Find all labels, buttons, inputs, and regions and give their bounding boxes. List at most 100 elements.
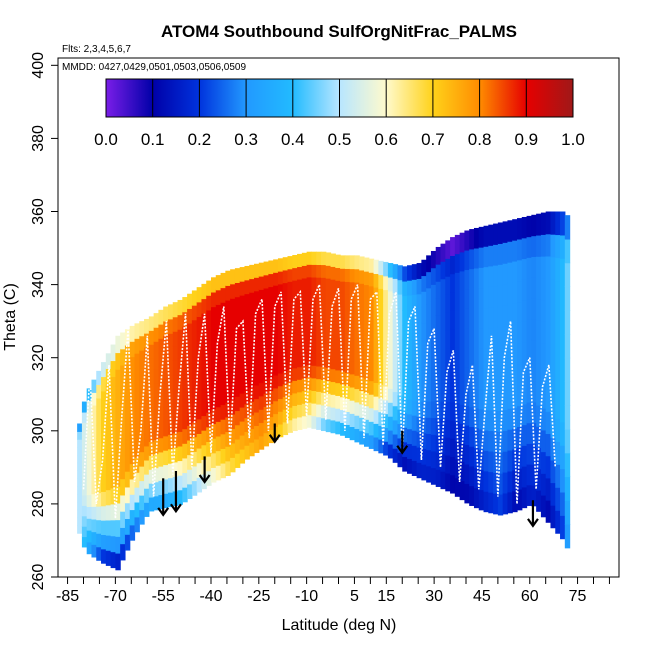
field-cell [397,365,403,381]
field-cell [139,364,145,380]
field-cell [148,330,155,345]
field-cell [220,331,226,347]
field-cell [187,322,193,339]
field-cell [440,366,446,385]
field-cell [320,290,327,304]
field-cell [359,350,365,365]
field-cell [344,255,351,269]
field-cell [124,471,131,488]
field-cell [239,309,246,324]
field-cell [273,336,279,350]
field-cell [129,387,136,403]
field-cell [435,298,442,316]
field-cell [430,317,437,335]
field-cell [230,384,236,401]
field-cell [301,403,308,417]
field-cell [402,295,408,311]
field-cell [167,434,174,450]
field-cell [101,362,107,378]
field-cell [545,233,552,257]
field-cell [206,470,212,486]
field-cell [139,466,145,482]
field-cell [344,320,351,334]
field-cell [172,316,179,332]
field-cell [211,365,217,381]
field-cell [163,378,169,394]
field-cell [340,358,346,372]
field-cell [134,338,140,354]
field-cell [564,262,571,288]
field-cell [306,389,313,403]
field-cell [144,347,150,362]
field-cell [81,515,88,527]
field-cell [536,256,542,279]
field-cell [120,348,126,366]
field-cell [287,281,293,295]
field-cell [153,467,160,483]
field-cell [325,380,332,394]
field-cell [483,470,489,492]
field-cell [440,261,446,280]
field-cell [469,367,475,388]
field-cell [378,356,384,372]
field-cell [201,386,207,402]
field-cell [120,494,126,512]
field-cell [340,255,346,269]
field-cell [120,446,126,463]
field-cell [507,366,513,388]
field-cell [172,389,179,405]
field-cell [77,431,83,440]
field-cell [411,430,418,446]
field-cell [234,296,241,312]
field-cell [287,407,293,421]
field-cell [478,348,485,369]
field-cell [129,448,136,465]
field-cell [493,285,499,308]
field-cell [316,365,322,380]
field-cell [196,447,203,464]
field-cell [359,283,365,298]
x-axis-label: Latitude (deg N) [282,617,397,634]
field-cell [86,518,93,531]
field-cell [268,299,274,314]
field-cell [177,299,183,316]
field-cell [478,388,485,410]
field-cell [426,287,432,305]
field-cell [473,287,480,309]
field-cell [344,268,351,282]
field-cell [335,267,341,281]
field-cell [287,256,293,270]
field-cell [340,383,346,398]
field-cell [187,454,193,470]
field-cell [311,302,317,316]
field-cell [124,392,131,409]
field-cell [239,267,246,282]
colorbar-tick-label: 0.5 [328,130,352,149]
field-cell [469,485,475,506]
field-cell [105,429,112,445]
field-cell [397,437,403,453]
field-cell [292,380,298,394]
field-cell [450,419,456,439]
x-tick-label: -85 [56,588,79,605]
colorbar-tick-label: 0.2 [188,130,212,149]
field-cell [536,277,542,300]
field-cell [402,412,408,428]
field-cell [215,377,222,393]
field-cell [526,422,532,444]
field-cell [172,331,179,347]
field-cell [502,304,509,327]
field-cell [234,325,241,340]
field-cell [234,396,241,412]
field-cell [96,397,102,413]
field-cell [555,303,561,327]
field-cell [344,359,351,373]
field-cell [435,315,442,334]
field-cell [91,480,97,495]
field-cell [502,325,509,348]
y-tick-label: 300 [30,417,47,444]
field-cell [359,336,365,351]
field-cell [493,493,499,515]
field-cell [297,391,303,405]
field-cell [301,302,308,317]
